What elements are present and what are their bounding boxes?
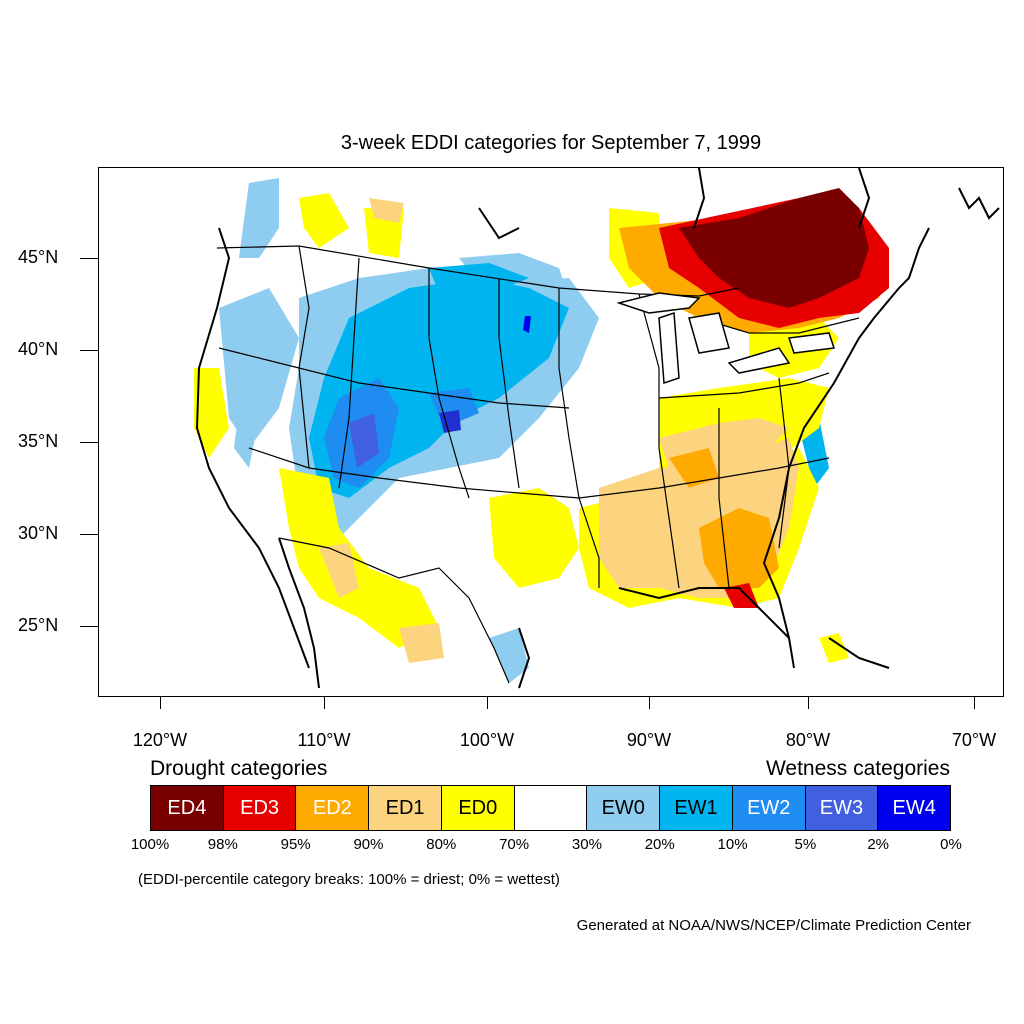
lat-label-30: 30°N [18,523,59,543]
wetness-categories-heading: Wetness categories [765,757,950,780]
legend-percentile-label: 10% [717,836,748,853]
lon-label-110: 110°W [297,730,351,750]
lon-tick [160,697,161,709]
lat-tick [80,626,98,627]
lat-label-40: 40°N [18,339,59,359]
ew3-ew4-areas [349,316,531,468]
lat-tick [80,258,98,259]
legend-box-ew2: EW2 [732,786,806,830]
lon-tick [649,697,650,709]
legend-box-ed2: ED2 [296,786,370,830]
legend-box-ew1: EW1 [660,786,733,830]
legend-box-ed1: ED1 [369,786,442,830]
lon-label-100: 100°W [459,730,515,750]
lat-label-25: 25°N [18,615,59,635]
lat-label-35: 35°N [18,431,59,451]
legend-percentile-label: 80% [426,836,457,853]
legend-percentile-label: 70% [499,836,530,853]
lon-tick [487,697,488,709]
lon-label-120: 120°W [132,730,188,750]
legend-box-ew4: EW4 [878,786,951,830]
legend-percentile-label: 100% [130,836,170,853]
lon-tick [974,697,975,709]
legend-box-ed0: ED0 [441,786,515,830]
credit-line: Generated at NOAA/NWS/NCEP/Climate Predi… [576,917,971,934]
legend-box-ew0: EW0 [587,786,661,830]
conus-map-graphic [194,168,1000,689]
lon-tick [808,697,809,709]
legend-percentile-label: 5% [794,836,817,853]
legend-percentile-label: 90% [353,836,384,853]
legend-percentile-label: 30% [571,836,602,853]
lon-label-80: 80°W [785,730,831,750]
eddi-map [98,167,1004,697]
lat-tick [80,534,98,535]
great-lakes [616,292,836,385]
drought-categories-heading: Drought categories [150,757,328,780]
legend-box-normal [514,786,588,830]
boundaries [216,245,860,684]
legend-percentile-label: 98% [207,836,238,853]
lat-tick [80,442,98,443]
legend-percentile-label: 95% [280,836,311,853]
legend-percentile-label: 2% [867,836,890,853]
category-note: (EDDI-percentile category breaks: 100% =… [138,871,560,888]
legend-percentile-label: 0% [940,836,962,853]
legend-box-ed3: ED3 [223,786,297,830]
legend-box-ew3: EW3 [805,786,879,830]
lat-label-45: 45°N [18,247,59,267]
map-title: 3-week EDDI categories for September 7, … [340,132,762,154]
legend-box-ed4: ED4 [151,786,224,830]
coastline [195,168,1000,689]
ed4-areas [679,188,869,308]
lon-tick [324,697,325,709]
legend-percentile-label: 20% [644,836,675,853]
lat-tick [80,350,98,351]
lon-label-90: 90°W [626,730,672,750]
lon-label-70: 70°W [951,730,997,750]
legend-colorbar: ED4 ED3 ED2 ED1 ED0 EW0 EW1 EW2 EW3 EW4 [150,785,951,831]
